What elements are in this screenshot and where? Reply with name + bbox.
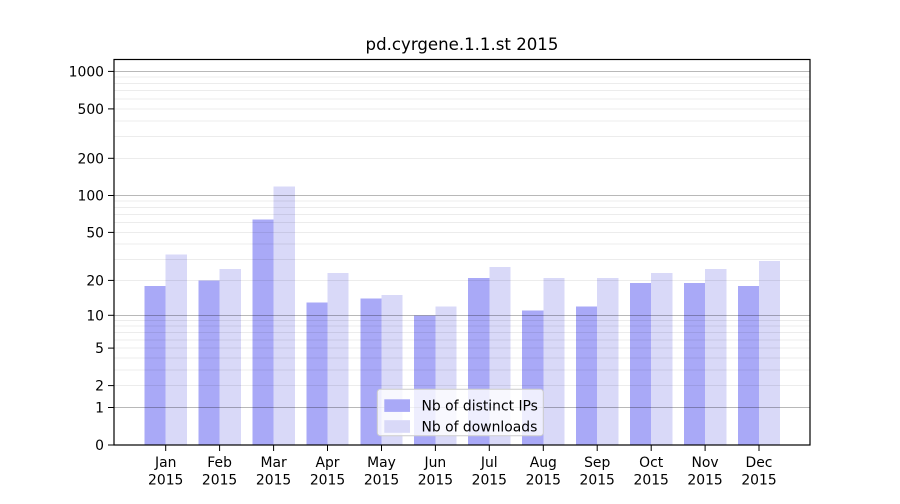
x-tick-label-year: 2015 — [741, 473, 776, 489]
bar-downloads-apr — [327, 273, 349, 445]
x-tick-label-year: 2015 — [202, 473, 237, 489]
x-tick-label-month: Feb — [207, 455, 232, 471]
chart-title: pd.cyrgene.1.1.st 2015 — [366, 35, 559, 54]
x-tick-label-year: 2015 — [418, 473, 453, 489]
y-tick-label: 1 — [95, 401, 104, 417]
bar-downloads-dec — [759, 261, 781, 445]
y-tick-label: 0 — [95, 438, 104, 454]
plot-border — [113, 58, 811, 446]
y-tick-label: 20 — [86, 273, 104, 289]
x-tick-label-month: Nov — [692, 455, 719, 471]
x-tick-label-month: Jan — [154, 455, 176, 471]
x-tick-label-month: Sep — [584, 455, 610, 471]
x-tick-label-year: 2015 — [256, 473, 291, 489]
x-tick-label-year: 2015 — [310, 473, 345, 489]
bar-downloads-jan — [165, 254, 187, 445]
bar-distinct-ips-sep — [576, 306, 598, 445]
legend-swatch-distinct-ips — [384, 399, 410, 412]
bar-downloads-sep — [597, 277, 619, 445]
bar-downloads-aug — [543, 277, 565, 445]
x-tick-label-month: Jul — [480, 455, 498, 471]
bar-downloads-oct — [651, 273, 673, 445]
y-tick-label: 500 — [77, 102, 104, 118]
y-tick-label: 1000 — [69, 64, 104, 80]
bar-distinct-ips-nov — [683, 283, 706, 445]
x-tick-label-year: 2015 — [526, 473, 561, 489]
x-tick-label-month: Oct — [639, 455, 664, 471]
bar-distinct-ips-apr — [306, 302, 328, 445]
x-tick-label-year: 2015 — [580, 473, 615, 489]
bar-distinct-ips-mar — [252, 219, 274, 445]
bar-distinct-ips-oct — [630, 283, 652, 445]
x-tick-label-month: Aug — [530, 455, 557, 471]
x-tick-label-year: 2015 — [687, 473, 722, 489]
x-tick-label-month: Jun — [424, 455, 447, 471]
x-tick-label-month: Apr — [315, 455, 339, 471]
y-tick-label: 50 — [86, 225, 104, 241]
legend-swatch-downloads — [384, 420, 410, 433]
y-tick-label: 200 — [77, 151, 104, 167]
x-tick-label-year: 2015 — [472, 473, 507, 489]
x-tick-label-year: 2015 — [364, 473, 399, 489]
bar-downloads-feb — [219, 268, 241, 445]
y-tick-label: 2 — [95, 379, 104, 395]
x-tick-label-month: Mar — [260, 455, 286, 471]
legend-label: Nb of downloads — [422, 419, 538, 435]
y-tick-label: 5 — [95, 341, 104, 357]
x-tick-label-year: 2015 — [634, 473, 669, 489]
x-tick-label-year: 2015 — [148, 473, 183, 489]
bar-distinct-ips-jan — [144, 285, 166, 445]
y-tick-label: 10 — [86, 308, 104, 324]
x-tick-label-month: May — [367, 455, 396, 471]
bar-distinct-ips-may — [360, 298, 382, 445]
y-tick-label: 100 — [77, 189, 104, 205]
bar-distinct-ips-dec — [737, 285, 759, 445]
legend-box — [376, 388, 544, 437]
legend-label: Nb of distinct IPs — [422, 399, 538, 415]
bar-downloads-mar — [273, 186, 295, 445]
bar-distinct-ips-feb — [198, 280, 220, 445]
x-tick-label-month: Dec — [746, 455, 773, 471]
bar-downloads-nov — [705, 268, 727, 445]
